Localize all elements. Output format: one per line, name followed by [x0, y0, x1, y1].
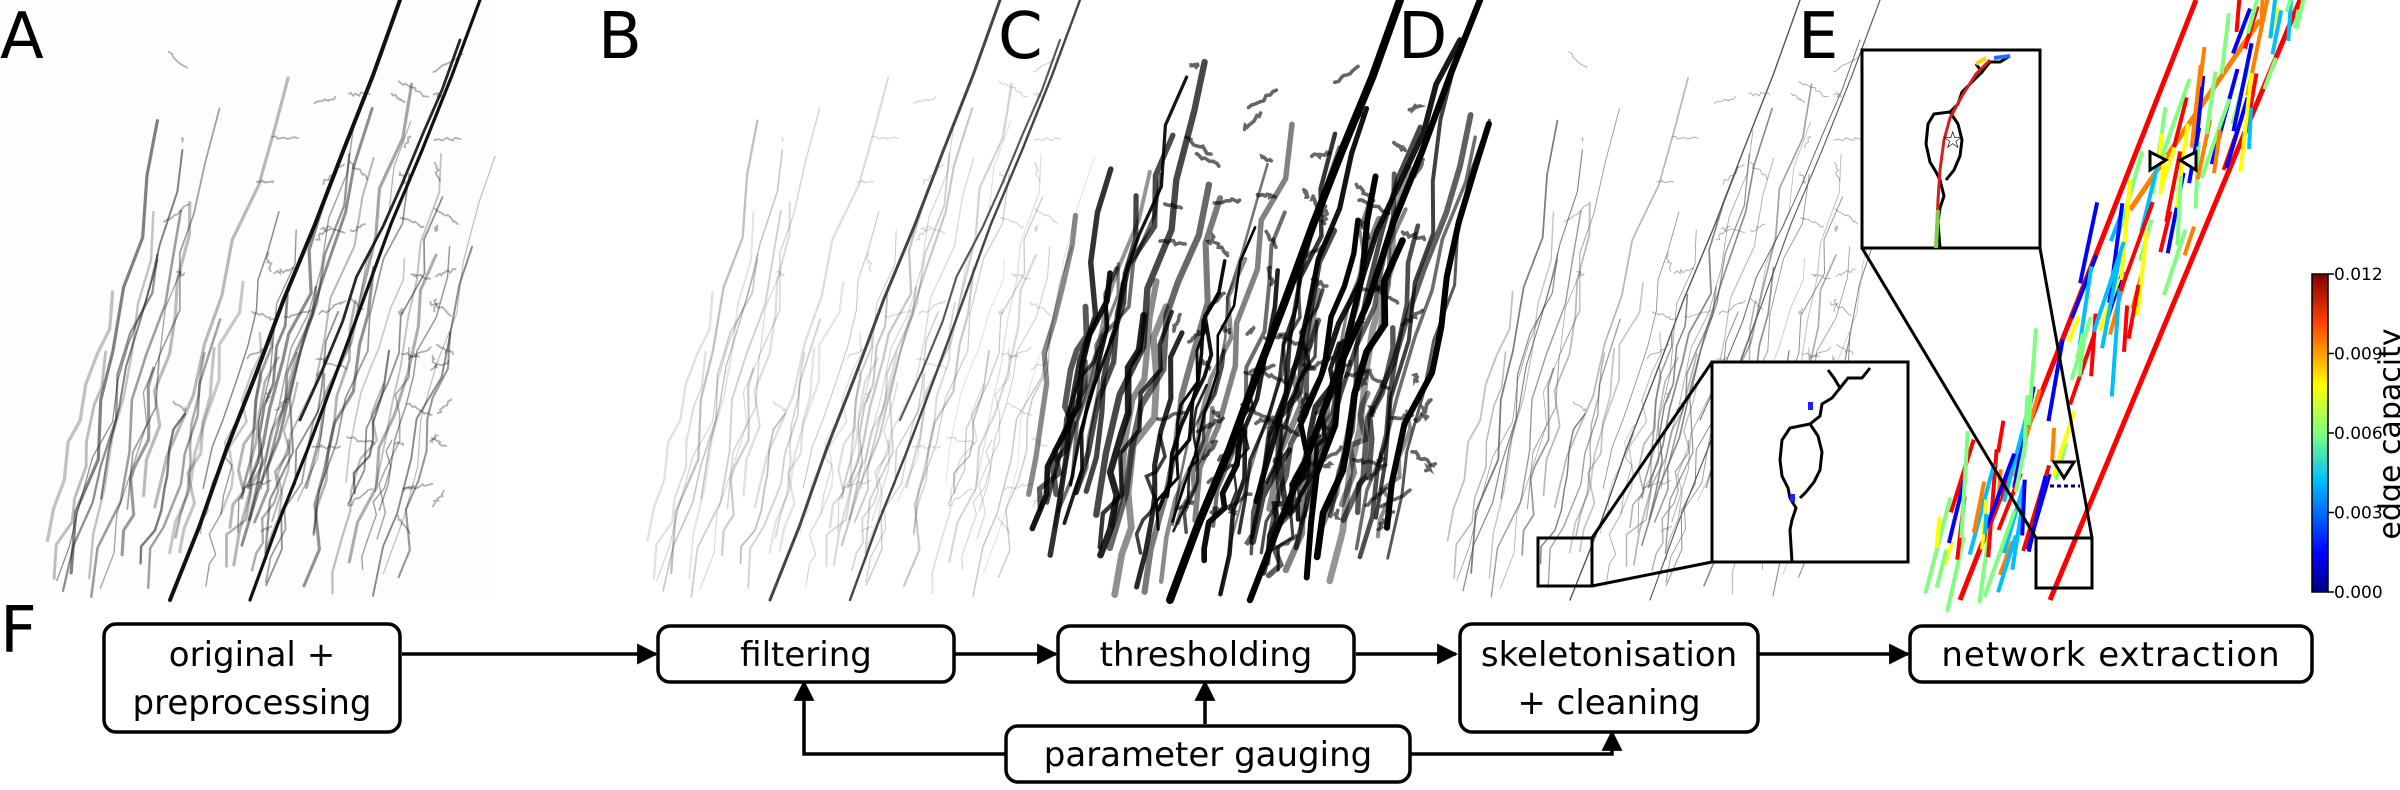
panel-d-zoom-source — [1536, 536, 1594, 588]
panel-letter-e: E — [1798, 0, 1838, 74]
box-network-label: network extraction — [1941, 635, 2280, 675]
colorbar-tick-label: 0.006 — [2334, 424, 2383, 444]
panel-a-image — [0, 0, 496, 602]
triangle-marker-1 — [2148, 149, 2170, 173]
panel-e-image: ☆ — [1860, 0, 2306, 613]
panel-b-image — [646, 0, 1096, 602]
panel-letter-d: D — [1398, 0, 1447, 74]
colorbar: 0.012 0.009 0.006 0.003 0.000 edge capacity — [2311, 265, 2400, 603]
panel-letter-b: B — [598, 0, 642, 74]
box-original-line1: original + — [169, 635, 335, 675]
panel-letter-c: C — [998, 0, 1043, 74]
colorbar-tick-label: 0.003 — [2334, 504, 2383, 524]
colorbar-tick-label: 0.012 — [2334, 265, 2383, 285]
triangle-marker-2 — [2176, 149, 2198, 173]
triangle-marker-3 — [2051, 460, 2077, 481]
panel-letter-f: F — [0, 594, 37, 668]
box-parameter-gauging — [1004, 724, 1412, 784]
inset-star-marker: ☆ — [1942, 126, 1964, 154]
box-filtering — [656, 624, 956, 684]
panel-d-image — [1446, 0, 1910, 601]
colorbar-label: edge capacity — [2373, 328, 2400, 539]
flowchart: original + preprocessing filtering thres… — [102, 622, 2314, 784]
panel-d-inset — [1710, 360, 1910, 564]
box-original — [102, 622, 402, 734]
box-skeletonisation — [1458, 622, 1760, 734]
colorbar-tick-label: 0.009 — [2334, 345, 2383, 365]
box-skeletonisation-line1: skeletonisation — [1481, 635, 1737, 675]
box-original-line2: preprocessing — [133, 683, 372, 723]
colorbar-tick-label: 0.000 — [2334, 583, 2383, 603]
panel-letter-a: A — [0, 0, 44, 74]
box-network — [1908, 624, 2314, 684]
panel-c-image — [1026, 0, 1492, 604]
panel-e-inset: ☆ — [1860, 48, 2042, 250]
panel-e-zoom-source — [2034, 536, 2094, 590]
box-thresholding — [1056, 624, 1356, 684]
box-thresholding-label: thresholding — [1100, 635, 1313, 675]
box-skeletonisation-line2: + cleaning — [1517, 683, 1700, 723]
box-parameter-gauging-label: parameter gauging — [1044, 735, 1372, 775]
box-filtering-label: filtering — [740, 635, 872, 675]
